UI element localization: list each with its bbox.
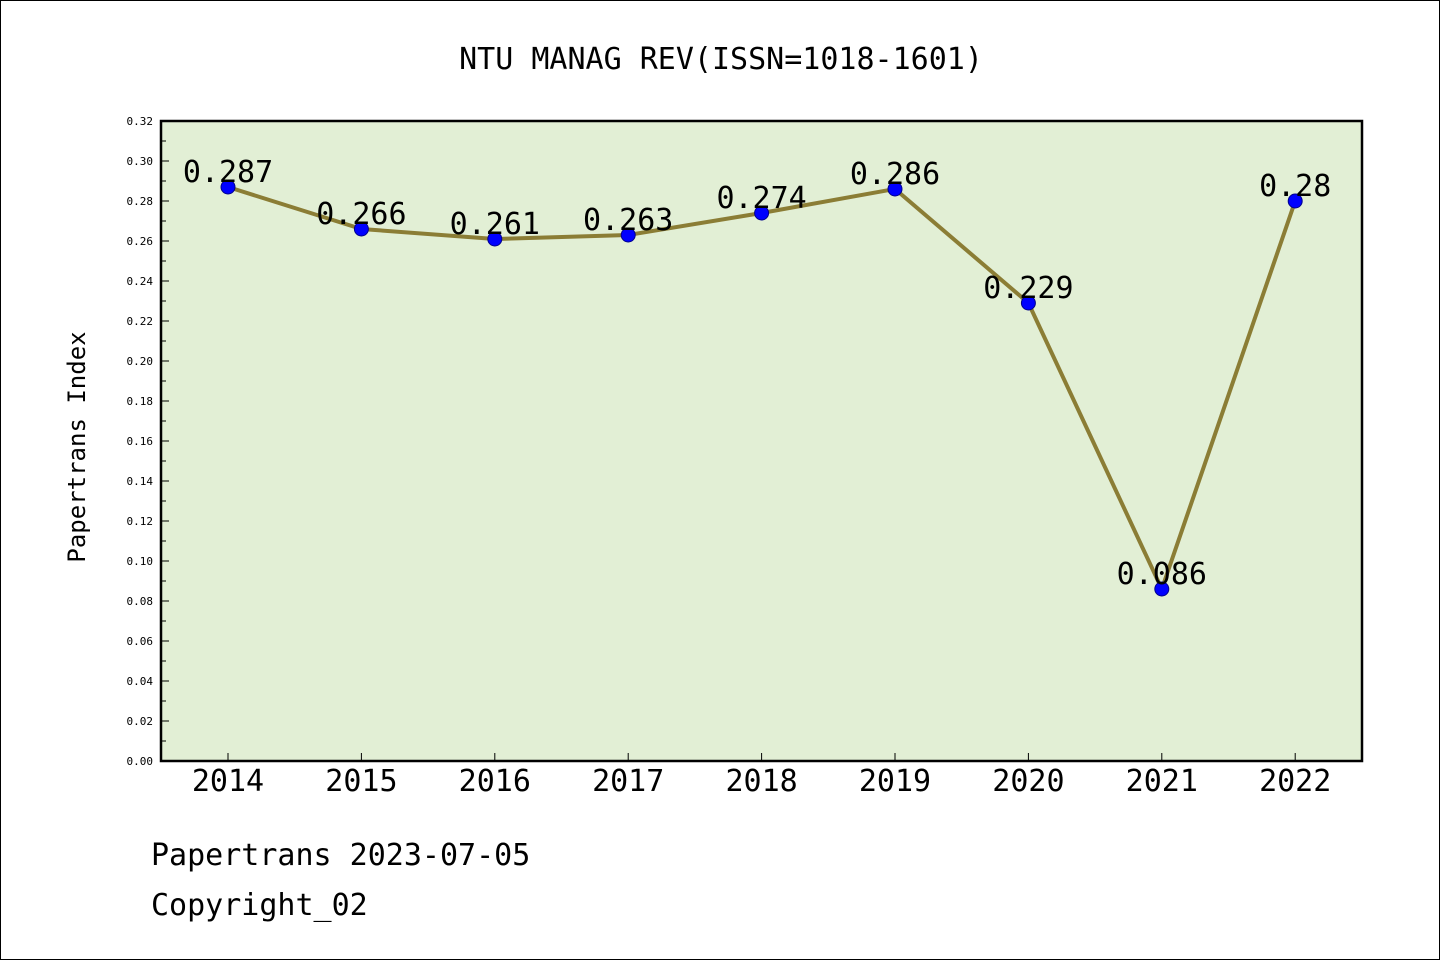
data-point: [487, 231, 503, 247]
y-tick-label: 0.08: [127, 595, 154, 608]
x-axis-ticks: 2014 2015 2016 2017 2018 2019 2020 2021 2022: [192, 753, 1331, 799]
y-tick-label: 0.00: [127, 755, 154, 768]
y-tick-label: 0.14: [127, 475, 154, 488]
data-point: [1154, 581, 1170, 597]
y-tick-label: 0.22: [127, 315, 154, 328]
x-tick-label: 2018: [725, 764, 797, 799]
y-tick-label: 0.32: [127, 115, 154, 128]
x-tick-label: 2014: [192, 764, 264, 799]
y-tick-label: 0.06: [127, 635, 154, 648]
data-point: [887, 181, 903, 197]
data-label: 0.229: [983, 271, 1073, 306]
x-tick-label: 2020: [992, 764, 1064, 799]
y-axis-label: Papertrans Index: [63, 331, 91, 562]
data-label: 0.261: [450, 207, 540, 242]
y-tick-label: 0.12: [127, 515, 154, 528]
y-tick-label: 0.30: [127, 155, 154, 168]
x-tick-label: 2019: [859, 764, 931, 799]
y-tick-label: 0.24: [127, 275, 154, 288]
data-point: [754, 205, 770, 221]
data-point: [353, 221, 369, 237]
data-label: 0.287: [183, 155, 273, 190]
data-point: [220, 179, 236, 195]
y-axis-ticks: 0.00 0.02 0.04 0.06 0.08 0.10 0.12 0.14 0.16 0.18…: [127, 115, 169, 768]
data-point: [1020, 295, 1036, 311]
data-label: 0.086: [1117, 557, 1207, 592]
data-label: 0.274: [716, 181, 806, 216]
x-tick-label: 2016: [459, 764, 531, 799]
footer-copyright: Copyright_02: [151, 888, 368, 923]
y-tick-label: 0.04: [127, 675, 154, 688]
x-tick-label: 2017: [592, 764, 664, 799]
data-series: 0.287 0.266 0.261 0.263 0.274 0.286 0.229 0.086…: [183, 155, 1331, 597]
data-label: 0.286: [850, 157, 940, 192]
y-tick-label: 0.18: [127, 395, 154, 408]
footer-date: Papertrans 2023-07-05: [151, 838, 530, 873]
plot-border: [159, 119, 1364, 763]
data-point: [1287, 193, 1303, 209]
chart-title: NTU MANAG REV(ISSN=1018-1601): [459, 42, 983, 77]
y-tick-label: 0.28: [127, 195, 154, 208]
x-tick-label: 2021: [1126, 764, 1198, 799]
data-label: 0.266: [316, 197, 406, 232]
x-tick-label: 2022: [1259, 764, 1331, 799]
y-tick-label: 0.02: [127, 715, 154, 728]
y-tick-label: 0.10: [127, 555, 154, 568]
data-point: [620, 227, 636, 243]
data-label: 0.263: [583, 203, 673, 238]
data-label: 0.28: [1259, 169, 1331, 204]
y-tick-label: 0.16: [127, 435, 154, 448]
y-tick-label: 0.26: [127, 235, 154, 248]
y-tick-label: 0.20: [127, 355, 154, 368]
x-tick-label: 2015: [325, 764, 397, 799]
